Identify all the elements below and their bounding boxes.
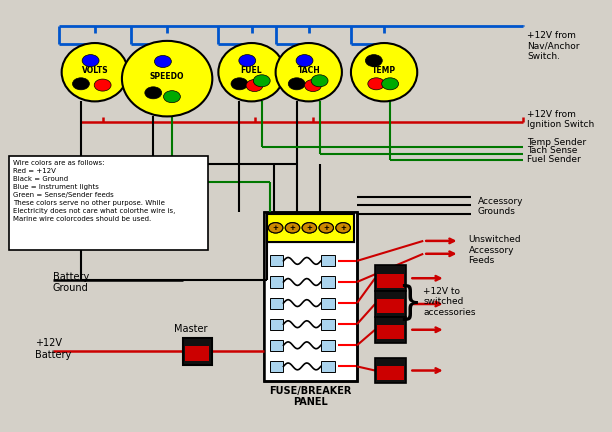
Text: Temp Sender: Temp Sender xyxy=(527,138,586,147)
Circle shape xyxy=(365,54,382,67)
Bar xyxy=(267,214,354,242)
Circle shape xyxy=(319,222,334,233)
Circle shape xyxy=(285,222,300,233)
Circle shape xyxy=(336,222,350,233)
Bar xyxy=(321,319,335,330)
Circle shape xyxy=(269,222,283,233)
Text: Unswitched
Accessory
Feeds: Unswitched Accessory Feeds xyxy=(468,235,521,265)
Text: SPEEDO: SPEEDO xyxy=(150,72,184,81)
Bar xyxy=(185,346,209,361)
Circle shape xyxy=(305,79,321,92)
Text: +: + xyxy=(307,225,312,231)
Bar xyxy=(321,361,335,372)
Bar xyxy=(321,276,335,288)
Circle shape xyxy=(269,222,283,233)
Text: +12V from
Nav/Anchor
Switch.: +12V from Nav/Anchor Switch. xyxy=(527,32,580,61)
Bar xyxy=(267,214,354,242)
Circle shape xyxy=(239,54,256,67)
Circle shape xyxy=(311,75,328,87)
Text: TACH: TACH xyxy=(297,66,320,75)
Circle shape xyxy=(246,79,263,92)
Circle shape xyxy=(94,79,111,91)
Text: +: + xyxy=(289,225,296,231)
Circle shape xyxy=(302,222,316,233)
Bar xyxy=(269,298,283,309)
Circle shape xyxy=(285,222,300,233)
Bar xyxy=(269,361,283,372)
Bar xyxy=(264,212,357,381)
Circle shape xyxy=(296,54,313,67)
Ellipse shape xyxy=(62,43,128,102)
Bar xyxy=(378,273,404,288)
Text: TEMP: TEMP xyxy=(372,66,396,75)
Text: Battery
Ground: Battery Ground xyxy=(53,272,89,293)
Text: +: + xyxy=(273,225,278,231)
Circle shape xyxy=(368,78,385,90)
Text: Tach Sense: Tach Sense xyxy=(527,146,577,155)
Bar xyxy=(375,291,406,317)
Ellipse shape xyxy=(122,41,212,116)
Bar xyxy=(269,255,283,267)
Circle shape xyxy=(154,55,171,67)
Text: }: } xyxy=(397,283,422,321)
Text: Wire colors are as follows:
Red = +12V
Black = Ground
Blue = Instrument lights
G: Wire colors are as follows: Red = +12V B… xyxy=(13,160,176,222)
FancyBboxPatch shape xyxy=(9,156,207,250)
Bar xyxy=(269,319,283,330)
Text: +: + xyxy=(323,225,329,231)
Text: Master: Master xyxy=(174,324,208,334)
Circle shape xyxy=(382,78,398,90)
Text: +12V
Battery: +12V Battery xyxy=(34,338,71,360)
Bar xyxy=(321,255,335,267)
Circle shape xyxy=(231,78,248,90)
Text: +12V from
Ignition Switch: +12V from Ignition Switch xyxy=(527,110,594,129)
Bar xyxy=(378,366,404,380)
Bar xyxy=(378,325,404,339)
Bar xyxy=(269,340,283,351)
Circle shape xyxy=(82,54,99,67)
Text: Accessory
Grounds: Accessory Grounds xyxy=(477,197,523,216)
Bar xyxy=(375,358,406,383)
Text: +: + xyxy=(289,225,296,231)
Circle shape xyxy=(145,87,162,99)
Text: Fuel Sender: Fuel Sender xyxy=(527,155,581,164)
Bar xyxy=(183,338,212,365)
Text: +: + xyxy=(323,225,329,231)
Bar xyxy=(378,299,404,314)
Text: +: + xyxy=(307,225,312,231)
Circle shape xyxy=(253,75,270,87)
Bar xyxy=(375,317,406,343)
Circle shape xyxy=(319,222,334,233)
Circle shape xyxy=(288,78,305,90)
Bar xyxy=(321,298,335,309)
Circle shape xyxy=(72,78,89,90)
Text: +12V to
switched
accessories: +12V to switched accessories xyxy=(424,287,476,317)
Ellipse shape xyxy=(218,43,285,102)
Bar xyxy=(269,276,283,288)
Text: VOLTS: VOLTS xyxy=(81,66,108,75)
Bar xyxy=(265,213,356,381)
Circle shape xyxy=(302,222,316,233)
Bar xyxy=(375,265,406,291)
Text: +: + xyxy=(340,225,346,231)
Text: FUEL: FUEL xyxy=(241,66,263,75)
Text: +: + xyxy=(340,225,346,231)
Text: +: + xyxy=(273,225,278,231)
Circle shape xyxy=(163,91,181,103)
Bar xyxy=(264,212,357,381)
Ellipse shape xyxy=(351,43,417,102)
Bar xyxy=(321,340,335,351)
Text: FUSE/BREAKER
PANEL: FUSE/BREAKER PANEL xyxy=(269,385,351,407)
Ellipse shape xyxy=(275,43,342,102)
Circle shape xyxy=(336,222,350,233)
